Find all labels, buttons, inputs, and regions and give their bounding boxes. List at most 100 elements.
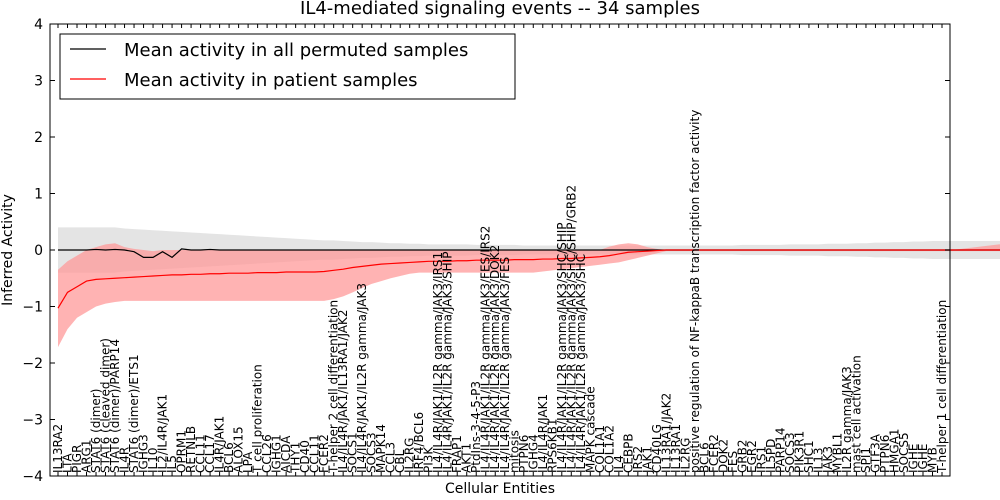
x-tick-label: PTPN6: [878, 435, 892, 473]
x-tick-label: IL13: [811, 448, 825, 474]
x-tick-label: PtdIns-3-4-5-P3: [469, 381, 483, 473]
x-tick-label: RETNLB: [184, 426, 198, 473]
x-tick-label: IL4/IL4R/JAK1/IL13RA1/JAK2: [336, 310, 350, 474]
x-tick-label: AKT1: [460, 443, 474, 473]
x-tick-label: BCL6: [697, 442, 711, 473]
x-tick-label: IGHE: [906, 444, 920, 473]
x-tick-label: FCER2: [707, 434, 721, 473]
x-tick-label: MAPK cascade: [583, 386, 597, 473]
axes: −4 −3 −2 −1 0 1 2 3 4: [22, 17, 951, 485]
y-tick-label: −3: [22, 413, 43, 429]
x-tick-label: LPA: [241, 451, 255, 473]
x-tick-label: SPI1: [859, 447, 873, 473]
x-tick-label: IL2R gamma/JAK3: [840, 366, 854, 473]
x-tick-label: JAK1: [640, 446, 654, 474]
x-tick-label: T cell proliferation: [251, 364, 265, 474]
x-tick-label: mast cell activation: [849, 355, 863, 473]
x-tick-label: IL4/IL4R/JAK1/IL2R gamma/JAK3/SHC/SHIP: [555, 222, 569, 473]
y-axis-label: Inferred Activity: [0, 194, 16, 306]
x-tick-label: CCL11: [194, 434, 208, 473]
x-tick-label: T-helper 2 cell differentiation: [327, 300, 341, 474]
x-tick-label: IL4R/JAK1: [213, 416, 227, 473]
legend-label: Mean activity in patient samples: [124, 70, 418, 91]
y-tick-label: 1: [34, 187, 43, 203]
x-tick-label: GTF3A: [868, 433, 882, 473]
x-tick-label: IL4/IL4R/JAK1/IL2R gamma/JAK3/DOK2: [488, 245, 502, 473]
series-lines: [57, 248, 1000, 309]
x-tick-label: IL2RG: [678, 438, 692, 474]
x-tick-label: SHC1: [802, 440, 816, 473]
x-tick-label: CD40: [298, 440, 312, 473]
x-tick-label: HMGA1: [887, 428, 901, 473]
x-tick-label: IL4/IL4R/JAK1/IL2R gamma/JAK3/IRS1: [431, 252, 445, 473]
x-tick-label: IRS1: [754, 446, 768, 473]
x-tick-label: STAT6 (dimer)/PARP14: [108, 339, 122, 473]
x-tick-label: CCL17: [203, 434, 217, 473]
x-tick-label: IL13RA1: [669, 424, 683, 473]
x-tick-label: IL4: [612, 455, 626, 473]
x-tick-label: GRB2: [735, 439, 749, 473]
x-tick-label: IL4/IL4R/JAK1/IL2R gamma/JAK3: [355, 283, 369, 473]
spread-band-patient: [58, 243, 1000, 348]
x-tick-label: BCL6: [222, 442, 236, 473]
chart-title: IL4-mediated signaling events -- 34 samp…: [300, 0, 700, 19]
x-tick-label: STAT6 (cleaved dimer): [99, 338, 113, 473]
x-tick-label: CCL26: [260, 434, 274, 473]
patient-mean-line: [57, 249, 1000, 309]
x-tick-label: PIK3R1: [792, 431, 806, 473]
x-tick-label: mitosis: [507, 430, 521, 473]
x-tick-label: SOCS3: [365, 432, 379, 473]
x-tick-label: SOCS1: [346, 432, 360, 473]
x-tick-label: IL2RG: [403, 438, 417, 474]
x-tick-label: CCL3: [384, 442, 398, 473]
x-tick-label: IL4/IL4R/JAK1/IL2R gamma/JAK3/SHC: [574, 254, 588, 473]
x-tick-label: PTPN6: [517, 435, 531, 473]
x-tick-label: STAT6 (dimer): [89, 389, 103, 473]
x-tick-label: PI3K: [422, 446, 436, 473]
x-tick-label: IL13RA1/JAK2: [659, 393, 673, 473]
x-tick-label: IL4/IL4R/JAK1/IL2R gamma/JAK3/FES: [498, 257, 512, 473]
x-tick-label: T-helper 1 cell differentiation: [935, 300, 949, 474]
x-tick-label: SOCS3: [783, 432, 797, 473]
x-tick-label: IRS2: [631, 446, 645, 473]
x-tick-label: IGHG3: [137, 434, 151, 473]
x-tick-label: COL1A2: [602, 425, 616, 473]
x-tick-label: MAPK14: [374, 424, 388, 473]
x-tick-label: MYB: [925, 447, 939, 473]
x-tick-label: DOK2: [716, 439, 730, 473]
x-tick-label: CD40LG: [650, 424, 664, 473]
x-tick-label: RPS6KB1: [545, 418, 559, 473]
y-tick-label: −4: [22, 469, 43, 485]
y-tick-label: −2: [22, 356, 43, 372]
x-tick-label: THY1: [289, 442, 303, 474]
x-tick-label: positive regulation of NF-kappaB transcr…: [688, 110, 702, 473]
x-tick-label: IL2/IL4R/JAK1: [156, 394, 170, 473]
x-tick-label: FES: [726, 451, 740, 473]
x-tick-label: IL13RA2: [51, 424, 65, 473]
x-tick-label: PARP14: [773, 427, 787, 473]
x-tick-label: STAT6 (dimer)/ETS1: [127, 354, 141, 473]
x-tick-label: ARG1: [80, 440, 94, 473]
x-tick-label: CBL: [393, 449, 407, 473]
x-tick-label: LTA: [61, 453, 75, 473]
x-tick-label: IL4/IL4R/JAK1/IL2R gamma/JAK3/SHIP: [441, 252, 455, 473]
x-tick-label: MYBL1: [830, 433, 844, 473]
x-tick-label: PIGR: [70, 445, 84, 473]
x-tick-label: CCL11: [308, 434, 322, 473]
x-tick-label: FCER2: [317, 434, 331, 473]
legend: Mean activity in all permuted samples Mea…: [59, 33, 516, 100]
x-tick-label: IL10: [146, 448, 160, 474]
x-tick-label: COL1A1: [593, 425, 607, 473]
x-tick-label: IGHG1: [270, 434, 284, 473]
y-tick-label: 4: [34, 17, 43, 33]
legend-box: [59, 33, 516, 100]
x-tick-label: SOCS5: [897, 432, 911, 473]
y-tick-label: −1: [22, 300, 43, 316]
x-tick-label: IGHE: [916, 444, 930, 473]
x-tick-label: EGR2: [745, 440, 759, 473]
y-tick-label: 3: [34, 74, 43, 90]
x-tick-label: IL4/IL4R/JAK1/IL2R gamma/JAK3/SHC/SHIP/G…: [564, 185, 578, 473]
x-tick-label: ALOX15: [232, 426, 246, 473]
